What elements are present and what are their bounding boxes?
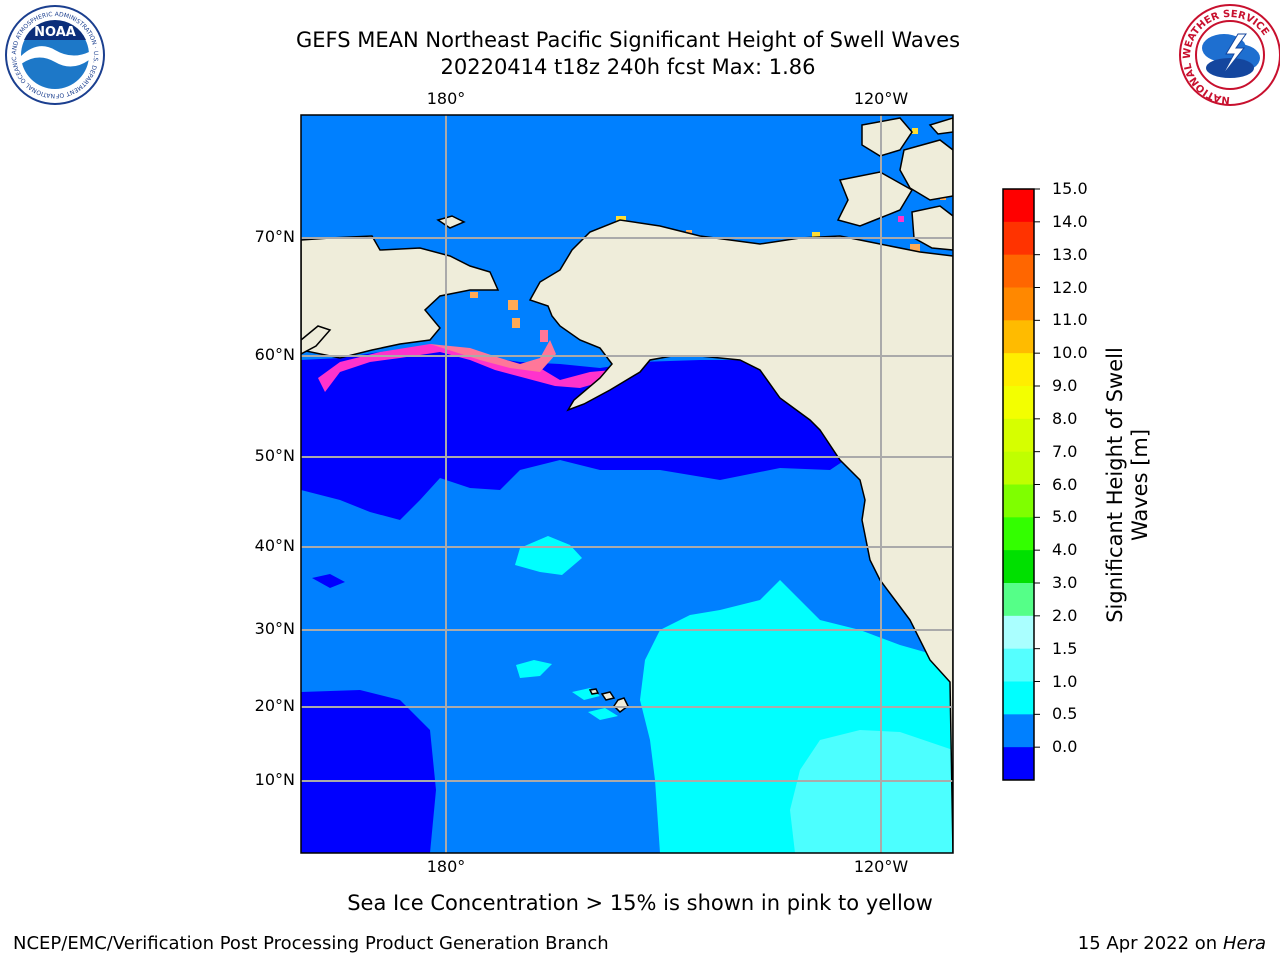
lat-label-60n: 60°N: [254, 345, 295, 364]
colorbar-tick-label: 14.0: [1052, 211, 1088, 231]
colorbar-segment: [1003, 254, 1034, 288]
colorbar-tick-label: 2.0: [1052, 605, 1078, 625]
colorbar-segment: [1003, 517, 1034, 551]
chart-subtitle: 20220414 t18z 240h fcst Max: 1.86: [440, 55, 816, 79]
colorbar-tick-label: 13.0: [1052, 244, 1088, 264]
colorbar-segment: [1003, 747, 1034, 781]
colorbar-segment: [1003, 484, 1034, 518]
colorbar: [1002, 188, 1040, 781]
lon-label-top-180: 180°: [426, 89, 466, 108]
colorbar-tick-label: 11.0: [1052, 310, 1088, 330]
colorbar-tick-label: 0.0: [1052, 737, 1078, 757]
colorbar-segment: [1003, 714, 1034, 748]
colorbar-tick-label: 3.0: [1052, 573, 1078, 592]
colorbar-tick-label: 1.0: [1052, 671, 1078, 691]
colorbar-segment: [1003, 550, 1034, 584]
footer-machine: Hera: [1222, 933, 1266, 954]
swell-0-0.5-regions: [301, 346, 860, 853]
colorbar-tick-label: 9.0: [1052, 376, 1078, 395]
colorbar-segment: [1003, 451, 1034, 485]
lat-label-70n: 70°N: [254, 227, 295, 246]
colorbar-tick-label: 7.0: [1052, 441, 1078, 461]
colorbar-segment: [1003, 615, 1034, 650]
gridlines: [301, 115, 953, 853]
map-frame: [300, 114, 954, 854]
chart-title: GEFS MEAN Northeast Pacific Significant …: [295, 28, 961, 52]
colorbar-segment: [1003, 386, 1034, 420]
colorbar-tick-label: 5.0: [1052, 507, 1078, 527]
footer-right: 15 Apr 2022 on Hera: [1078, 933, 1266, 955]
colorbar-tick-label: 12.0: [1052, 277, 1088, 297]
colorbar-tick-label: 8.0: [1052, 408, 1078, 428]
lon-label-bottom-180: 180°: [426, 857, 466, 876]
colorbar-tick-label: 15.0: [1052, 179, 1088, 198]
lat-label-40n: 40°N: [254, 536, 295, 555]
swell-1.5-2.0-region: [790, 730, 953, 853]
footer-date: 15 Apr 2022 on: [1077, 933, 1223, 954]
colorbar-segment: [1003, 287, 1034, 321]
colorbar-segment: [1003, 320, 1034, 354]
colorbar-tick-label: 0.5: [1052, 704, 1078, 724]
colorbar-tick-label: 1.5: [1052, 638, 1078, 658]
colorbar-segment: [1003, 681, 1034, 715]
landmass: [301, 117, 953, 853]
lat-label-20n: 20°N: [254, 696, 295, 715]
lat-label-50n: 50°N: [254, 446, 295, 465]
colorbar-tick-label: 10.0: [1052, 343, 1088, 363]
lat-label-10n: 10°N: [254, 770, 295, 789]
colorbar-segment: [1003, 418, 1034, 453]
colorbar-label-line1: Significant Height of Swell: [1103, 347, 1127, 623]
noaa-logo: NOAA NATIONAL OCEANIC AND ATMOSPHERIC AD…: [0, 0, 105, 105]
sea-ice-caption: Sea Ice Concentration > 15% is shown in …: [347, 891, 933, 915]
colorbar-label-line2: Waves [m]: [1128, 428, 1152, 542]
lon-label-bottom-120w: 120°W: [853, 857, 909, 876]
colorbar-tick-label: 6.0: [1052, 474, 1078, 494]
colorbar-segment: [1003, 583, 1034, 617]
colorbar-tick-label: 4.0: [1052, 540, 1078, 560]
noaa-logo-text: NOAA: [34, 25, 76, 40]
colorbar-segment: [1003, 353, 1034, 387]
colorbar-segment: [1003, 648, 1034, 682]
footer-left: NCEP/EMC/Verification Post Processing Pr…: [13, 933, 609, 954]
lon-label-top-120w: 120°W: [853, 89, 909, 108]
colorbar-segment: [1003, 221, 1034, 256]
lat-label-30n: 30°N: [254, 619, 295, 638]
nws-logo: NATIONAL WEATHER SERVICE: [1179, 4, 1280, 106]
colorbar-segment: [1003, 189, 1034, 223]
